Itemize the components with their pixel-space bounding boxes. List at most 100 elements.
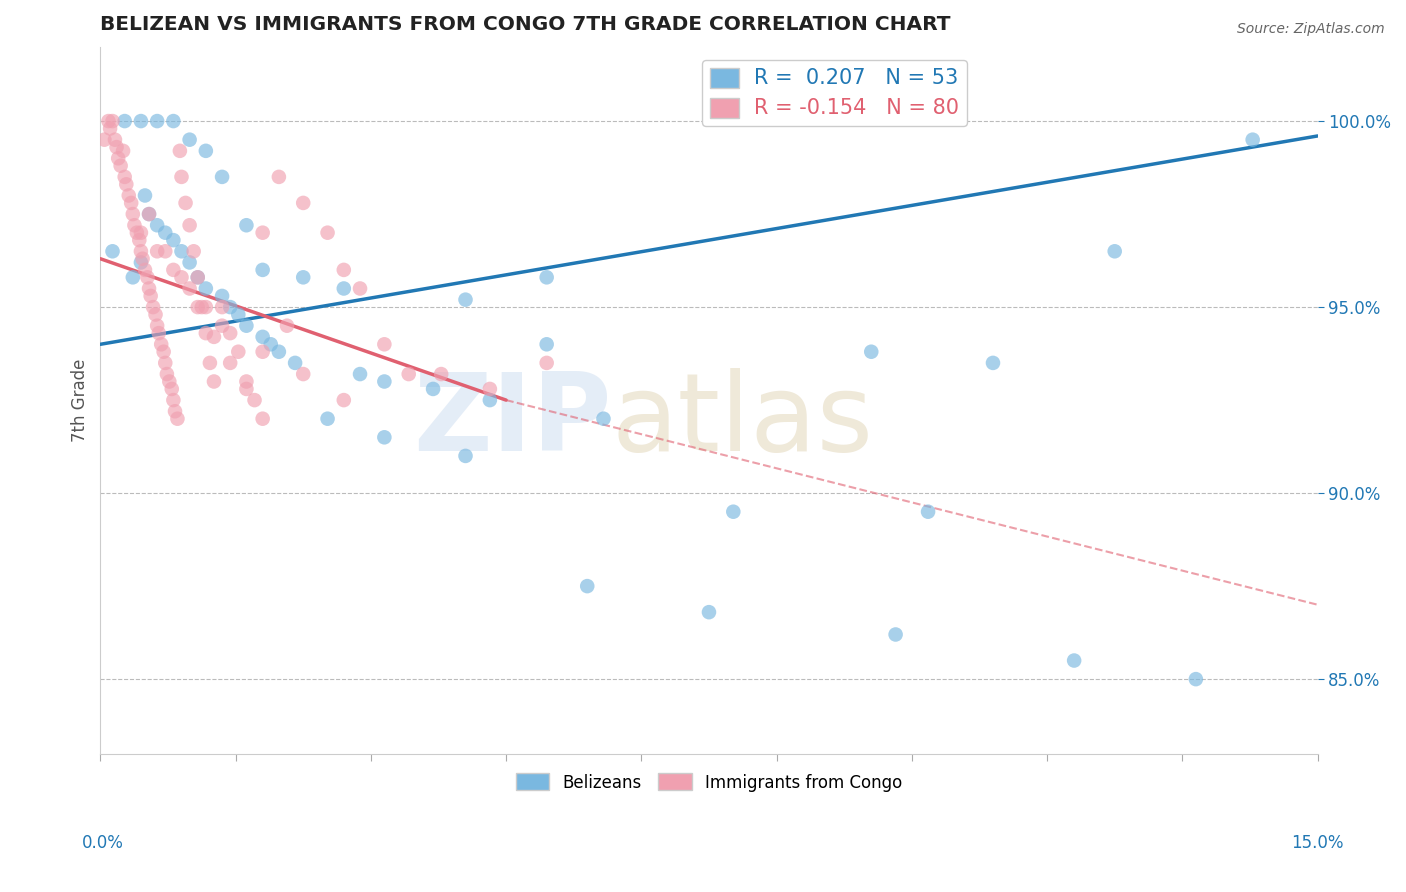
Text: 15.0%: 15.0% xyxy=(1291,834,1344,852)
Point xyxy=(121,207,143,221)
Point xyxy=(174,195,197,210)
Point xyxy=(1241,133,1264,147)
Point xyxy=(860,344,883,359)
Point xyxy=(333,263,356,277)
Point xyxy=(697,605,720,619)
Point xyxy=(292,195,315,210)
Point xyxy=(146,318,169,333)
Point xyxy=(398,367,420,381)
Point xyxy=(125,226,148,240)
Point xyxy=(422,382,444,396)
Point xyxy=(235,318,257,333)
Point xyxy=(536,337,558,351)
Point xyxy=(454,293,477,307)
Point xyxy=(267,344,290,359)
Point xyxy=(252,411,274,425)
Point xyxy=(1185,672,1208,686)
Point xyxy=(373,375,395,389)
Point xyxy=(183,244,205,259)
Point xyxy=(114,169,136,184)
Point xyxy=(917,505,939,519)
Point xyxy=(129,244,152,259)
Point xyxy=(155,244,177,259)
Point xyxy=(333,393,356,408)
Point xyxy=(536,356,558,370)
Point xyxy=(101,114,124,128)
Point xyxy=(211,169,233,184)
Point xyxy=(107,151,129,165)
Point xyxy=(134,188,156,202)
Point xyxy=(131,252,153,266)
Point xyxy=(235,375,257,389)
Point xyxy=(162,393,184,408)
Point xyxy=(105,140,128,154)
Point xyxy=(146,114,169,128)
Point xyxy=(156,367,179,381)
Point xyxy=(292,270,315,285)
Point xyxy=(162,263,184,277)
Point xyxy=(260,337,283,351)
Point xyxy=(124,219,146,233)
Point xyxy=(235,219,257,233)
Text: ZIP: ZIP xyxy=(413,368,612,475)
Point xyxy=(118,188,141,202)
Point xyxy=(179,281,201,295)
Point xyxy=(592,411,614,425)
Point xyxy=(136,270,159,285)
Point xyxy=(170,270,193,285)
Point xyxy=(373,337,395,351)
Point xyxy=(235,382,257,396)
Point xyxy=(194,144,217,158)
Point xyxy=(1104,244,1126,259)
Point xyxy=(349,281,371,295)
Point xyxy=(129,255,152,269)
Text: Source: ZipAtlas.com: Source: ZipAtlas.com xyxy=(1237,22,1385,37)
Point xyxy=(478,393,501,408)
Point xyxy=(198,356,221,370)
Point xyxy=(115,178,138,192)
Point xyxy=(139,289,162,303)
Point xyxy=(187,270,209,285)
Point xyxy=(110,159,132,173)
Point xyxy=(170,244,193,259)
Point xyxy=(194,300,217,314)
Point xyxy=(430,367,453,381)
Point xyxy=(252,344,274,359)
Point xyxy=(981,356,1004,370)
Point xyxy=(134,263,156,277)
Point xyxy=(104,133,127,147)
Point xyxy=(1063,654,1085,668)
Text: atlas: atlas xyxy=(612,368,873,475)
Point xyxy=(219,300,242,314)
Point xyxy=(226,308,249,322)
Point xyxy=(187,270,209,285)
Point xyxy=(138,281,160,295)
Point xyxy=(478,382,501,396)
Point xyxy=(162,114,184,128)
Point xyxy=(98,121,121,136)
Point xyxy=(252,330,274,344)
Point xyxy=(97,114,120,128)
Point xyxy=(152,344,174,359)
Point xyxy=(179,255,201,269)
Point xyxy=(276,318,298,333)
Point xyxy=(187,300,209,314)
Point xyxy=(454,449,477,463)
Legend: Belizeans, Immigrants from Congo: Belizeans, Immigrants from Congo xyxy=(509,767,908,798)
Point xyxy=(211,289,233,303)
Point xyxy=(226,344,249,359)
Point xyxy=(194,326,217,340)
Point xyxy=(162,233,184,247)
Point xyxy=(157,375,180,389)
Point xyxy=(179,133,201,147)
Point xyxy=(129,114,152,128)
Point xyxy=(114,114,136,128)
Point xyxy=(155,226,177,240)
Point xyxy=(121,270,143,285)
Y-axis label: 7th Grade: 7th Grade xyxy=(72,359,89,442)
Point xyxy=(128,233,150,247)
Point xyxy=(202,330,225,344)
Point xyxy=(219,356,242,370)
Point xyxy=(138,207,160,221)
Point xyxy=(163,404,186,418)
